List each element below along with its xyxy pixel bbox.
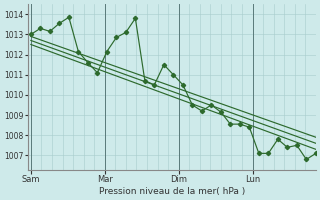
X-axis label: Pression niveau de la mer( hPa ): Pression niveau de la mer( hPa ): [99, 187, 245, 196]
